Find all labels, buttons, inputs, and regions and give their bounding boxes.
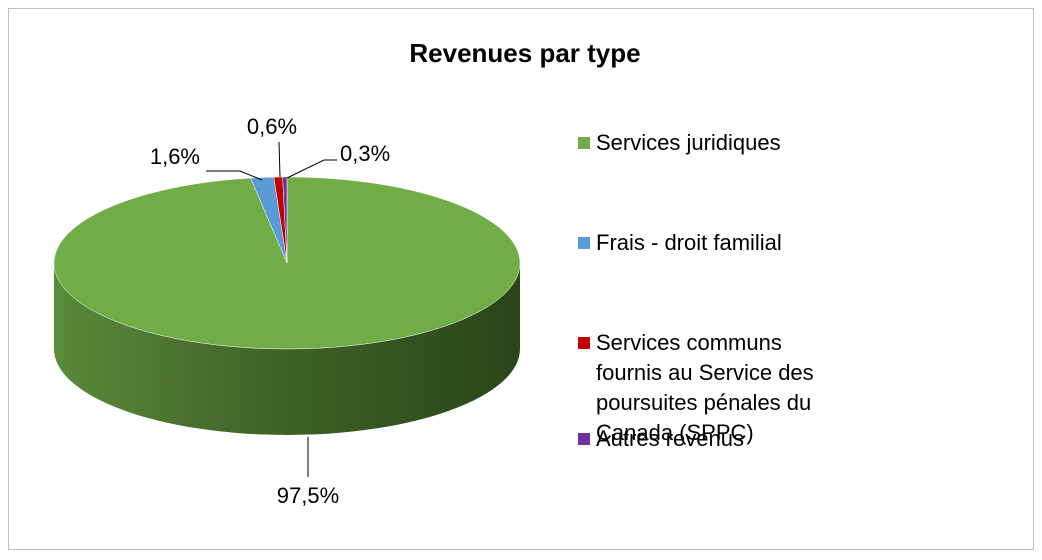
legend-item: Autres revenus [578, 424, 744, 454]
legend-item: Services communs fournis au Service des … [578, 328, 848, 448]
leader-line [206, 170, 263, 181]
data-label: 0,6% [247, 114, 297, 139]
legend-item: Frais - droit familial [578, 228, 782, 258]
legend-label: Autres revenus [596, 426, 744, 451]
chart-title: Revenues par type [409, 38, 640, 68]
legend-item: Services juridiques [578, 128, 781, 158]
data-label: 0,3% [340, 141, 390, 166]
legend-swatch [578, 433, 590, 445]
leader-line [278, 141, 281, 178]
legend-swatch [578, 337, 590, 349]
slice [282, 176, 288, 264]
data-label: 1,6% [150, 144, 200, 169]
legend-swatch [578, 137, 590, 149]
legend-swatch [578, 237, 590, 249]
data-label: 97,5% [277, 483, 339, 508]
legend-label: Services communs fournis au Service des … [596, 330, 814, 445]
legend-label: Services juridiques [596, 130, 781, 155]
legend-label: Frais - droit familial [596, 230, 782, 255]
leader-line [286, 159, 337, 179]
